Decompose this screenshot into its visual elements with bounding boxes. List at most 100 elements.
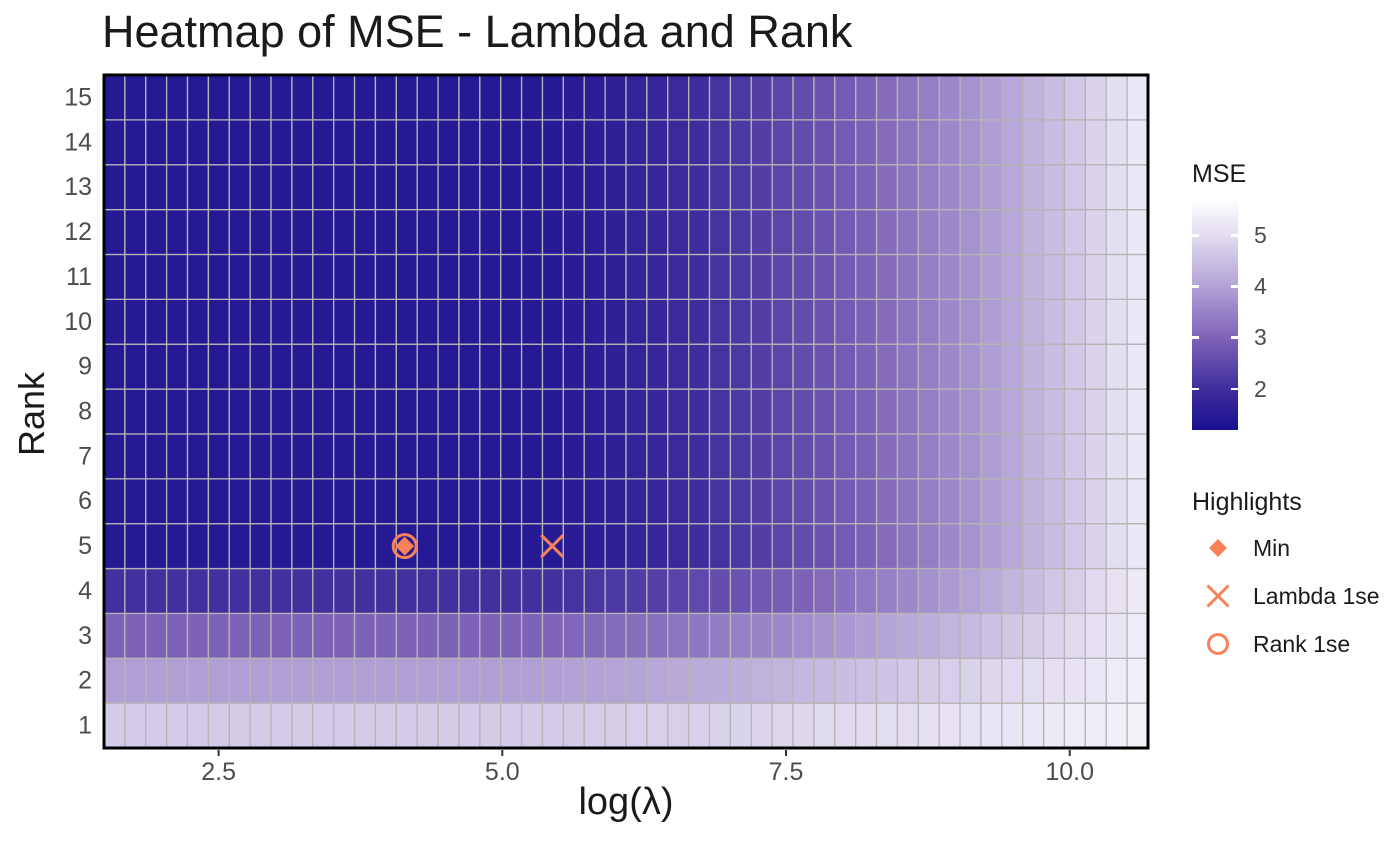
heatmap-cell xyxy=(207,567,230,615)
heatmap-cell xyxy=(124,567,147,615)
heatmap-cell xyxy=(291,74,314,121)
heatmap-cell xyxy=(1126,253,1149,300)
heatmap-cell xyxy=(291,657,314,704)
heatmap-cell xyxy=(896,208,919,256)
heatmap-cell xyxy=(353,164,377,211)
heatmap-cell xyxy=(437,433,460,480)
heatmap-cell xyxy=(771,164,794,211)
heatmap-cell xyxy=(437,702,460,749)
heatmap-cell xyxy=(458,164,481,211)
heatmap-cell xyxy=(792,388,815,435)
heatmap-cell xyxy=(500,612,523,659)
heatmap-cell xyxy=(395,657,418,704)
heatmap-cell xyxy=(1022,388,1045,435)
heatmap-cell xyxy=(458,612,481,659)
heatmap-cell xyxy=(1084,478,1107,525)
heatmap-cell xyxy=(541,657,565,704)
heatmap-cell xyxy=(1001,253,1024,300)
heatmap-cell xyxy=(1084,388,1107,435)
heatmap-cell xyxy=(333,298,356,345)
heatmap-cell xyxy=(500,74,523,121)
heatmap-cell xyxy=(1063,119,1087,166)
heatmap-cell xyxy=(249,523,272,570)
heatmap-cell xyxy=(875,74,899,121)
heatmap-cell xyxy=(312,208,335,256)
heatmap-cell xyxy=(855,478,878,525)
heatmap-cell xyxy=(1063,567,1087,615)
heatmap-cell xyxy=(771,567,794,615)
heatmap-cell xyxy=(625,164,648,211)
heatmap-cell xyxy=(625,208,648,256)
heatmap-cell xyxy=(228,388,251,435)
heatmap-cell xyxy=(374,478,397,525)
heatmap-cell xyxy=(333,208,356,256)
heatmap-cell xyxy=(186,612,210,659)
heatmap-cell xyxy=(312,567,335,615)
heatmap-cell xyxy=(855,612,878,659)
heatmap-cell xyxy=(520,208,544,256)
heatmap-cell xyxy=(479,702,502,749)
heatmap-cell xyxy=(479,567,502,615)
heatmap-cell xyxy=(186,523,210,570)
heatmap-cell xyxy=(312,433,335,480)
highlights-legend-title: Highlights xyxy=(1192,488,1302,516)
heatmap-cell xyxy=(124,164,147,211)
heatmap-cell xyxy=(855,702,878,749)
y-tick-label: 4 xyxy=(78,577,92,605)
heatmap-cell xyxy=(165,433,189,480)
heatmap-cell xyxy=(646,343,669,390)
heatmap-cell xyxy=(562,612,585,659)
heatmap-cell xyxy=(667,702,690,749)
heatmap-cell xyxy=(207,523,230,570)
heatmap-cell xyxy=(625,298,648,345)
heatmap-cell xyxy=(124,298,147,345)
heatmap-cell xyxy=(1001,433,1024,480)
heatmap-cell xyxy=(333,74,356,121)
heatmap-cell xyxy=(667,164,690,211)
heatmap-cell xyxy=(1042,523,1066,570)
heatmap-cell xyxy=(291,612,314,659)
heatmap-cell xyxy=(625,343,648,390)
diamond-legend-icon xyxy=(1209,539,1227,557)
heatmap-cell xyxy=(500,657,523,704)
heatmap-cell xyxy=(416,478,439,525)
heatmap-cell xyxy=(771,208,794,256)
heatmap-cell xyxy=(458,343,481,390)
heatmap-cell xyxy=(1063,253,1087,300)
heatmap-cell xyxy=(1084,612,1107,659)
heatmap-cell xyxy=(834,523,857,570)
heatmap-cell xyxy=(312,343,335,390)
heatmap-cell xyxy=(1042,208,1066,256)
heatmap-cell xyxy=(165,657,189,704)
heatmap-cell xyxy=(917,208,940,256)
heatmap-cell xyxy=(980,74,1003,121)
heatmap-cell xyxy=(1084,208,1107,256)
heatmap-cell xyxy=(374,253,397,300)
heatmap-cell xyxy=(583,523,606,570)
heatmap-cell xyxy=(103,433,126,480)
heatmap-cell xyxy=(604,657,627,704)
heatmap-cell xyxy=(395,253,418,300)
heatmap-cell xyxy=(604,612,627,659)
heatmap-cell xyxy=(583,567,606,615)
heatmap-cell xyxy=(186,388,210,435)
heatmap-cell xyxy=(667,298,690,345)
heatmap-cell xyxy=(541,74,565,121)
heatmap-cell xyxy=(165,208,189,256)
heatmap-cell xyxy=(270,523,293,570)
heatmap-cell xyxy=(729,208,752,256)
heatmap-cell xyxy=(959,702,982,749)
heatmap-cell xyxy=(270,253,293,300)
heatmap-cell xyxy=(855,253,878,300)
heatmap-cell xyxy=(687,388,711,435)
heatmap-cell xyxy=(917,388,940,435)
rank-1se-marker xyxy=(391,533,418,560)
heatmap-cell xyxy=(896,164,919,211)
heatmap-cell xyxy=(458,702,481,749)
heatmap-cell xyxy=(562,74,585,121)
heatmap-cell xyxy=(729,702,752,749)
heatmap-cell xyxy=(1001,612,1024,659)
heatmap-cell xyxy=(896,523,919,570)
heatmap-cell xyxy=(228,74,251,121)
heatmap-cell xyxy=(917,702,940,749)
